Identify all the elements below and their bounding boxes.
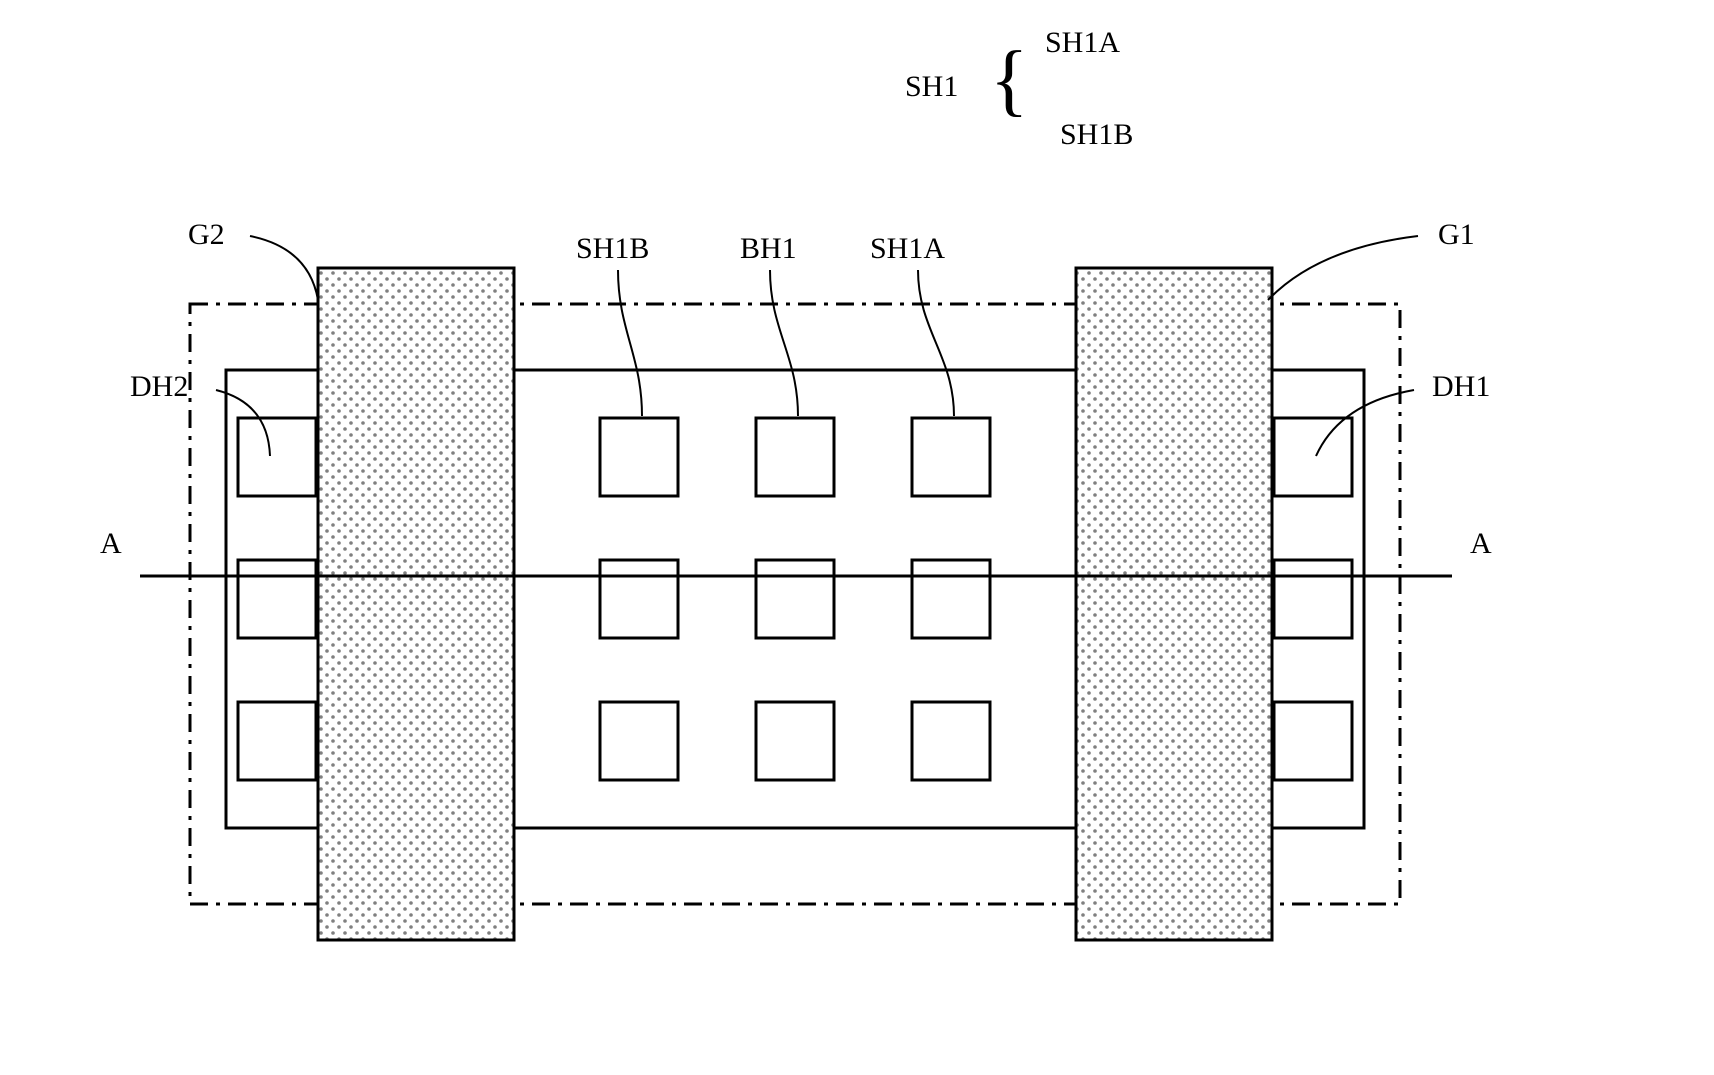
contact-square — [238, 418, 316, 496]
leader-g1 — [1268, 236, 1418, 300]
gate-g1 — [1076, 268, 1272, 940]
contact-square — [756, 560, 834, 638]
leader-sh1b — [618, 270, 642, 416]
contact-square — [756, 418, 834, 496]
contact-square — [600, 418, 678, 496]
leader-sh1a — [918, 270, 954, 416]
contact-square — [756, 702, 834, 780]
leader-bh1 — [770, 270, 798, 416]
contact-square — [912, 702, 990, 780]
contact-square — [238, 702, 316, 780]
contact-square — [1274, 418, 1352, 496]
gate-g2 — [318, 268, 514, 940]
contact-square — [912, 418, 990, 496]
contact-square — [1274, 560, 1352, 638]
contact-square — [238, 560, 316, 638]
leader-dh2 — [216, 390, 270, 456]
diagram-svg — [0, 0, 1714, 1075]
contact-square — [1274, 702, 1352, 780]
contact-square — [600, 560, 678, 638]
leader-g2 — [250, 236, 318, 300]
contact-square — [912, 560, 990, 638]
contact-square — [600, 702, 678, 780]
